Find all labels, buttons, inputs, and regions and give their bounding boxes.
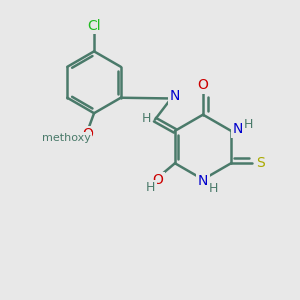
Text: H: H <box>141 112 151 125</box>
Text: O: O <box>198 78 208 92</box>
Text: H: H <box>243 118 253 131</box>
Text: H: H <box>146 182 155 194</box>
Text: N: N <box>198 174 208 188</box>
Text: O: O <box>152 173 163 187</box>
Text: H: H <box>209 182 218 195</box>
Text: Cl: Cl <box>87 19 101 33</box>
Text: N: N <box>232 122 243 136</box>
Text: methoxy: methoxy <box>42 133 91 143</box>
Text: N: N <box>170 89 180 103</box>
Text: O: O <box>83 128 94 141</box>
Text: S: S <box>256 156 265 170</box>
